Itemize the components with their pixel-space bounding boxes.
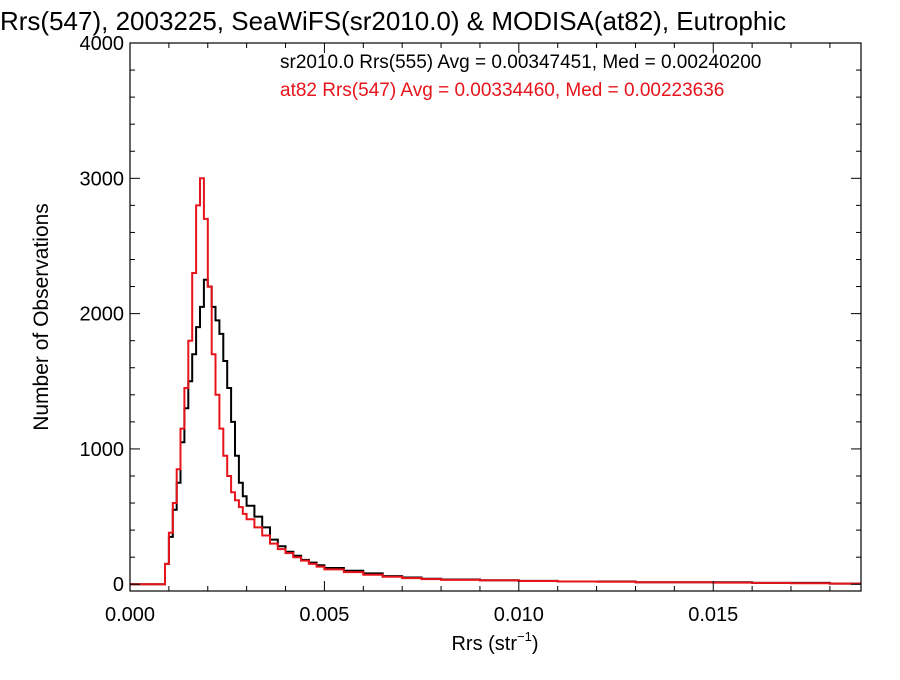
- y-axis-label: Number of Observations: [30, 203, 53, 431]
- y-tick-label: 3000: [80, 168, 125, 190]
- series-layer: [130, 177, 861, 586]
- y-tick-label: 4000: [80, 33, 125, 55]
- y-tick-label: 2000: [80, 304, 125, 326]
- series-line-1: [130, 177, 861, 586]
- x-axis-label-close: ): [532, 633, 539, 655]
- annotation-modisa: at82 Rrs(547) Avg = 0.00334460, Med = 0.…: [280, 80, 724, 101]
- plot-frame: [129, 42, 862, 592]
- annotation-seawifs: sr2010.0 Rrs(555) Avg = 0.00347451, Med …: [280, 52, 761, 73]
- x-axis-label: Rrs (str−1): [451, 629, 538, 655]
- chart-title: Rrs(547), 2003225, SeaWiFS(sr2010.0) & M…: [0, 6, 786, 36]
- x-tick-label: 0.010: [494, 604, 544, 626]
- y-tick-label: 1000: [80, 439, 125, 461]
- x-tick-label: 0.015: [688, 604, 738, 626]
- y-tick-label: 0: [113, 574, 124, 596]
- series-line-0: [130, 278, 861, 586]
- x-tick-label: 0.000: [105, 604, 155, 626]
- x-tick-label: 0.005: [299, 604, 349, 626]
- y-axis: 0 1000 2000 3000 4000: [80, 33, 861, 596]
- x-axis-label-text: Rrs (str: [451, 633, 517, 655]
- x-axis: 0.000 0.005 0.010 0.015: [105, 43, 831, 626]
- x-axis-label-superscript: −1: [517, 629, 532, 644]
